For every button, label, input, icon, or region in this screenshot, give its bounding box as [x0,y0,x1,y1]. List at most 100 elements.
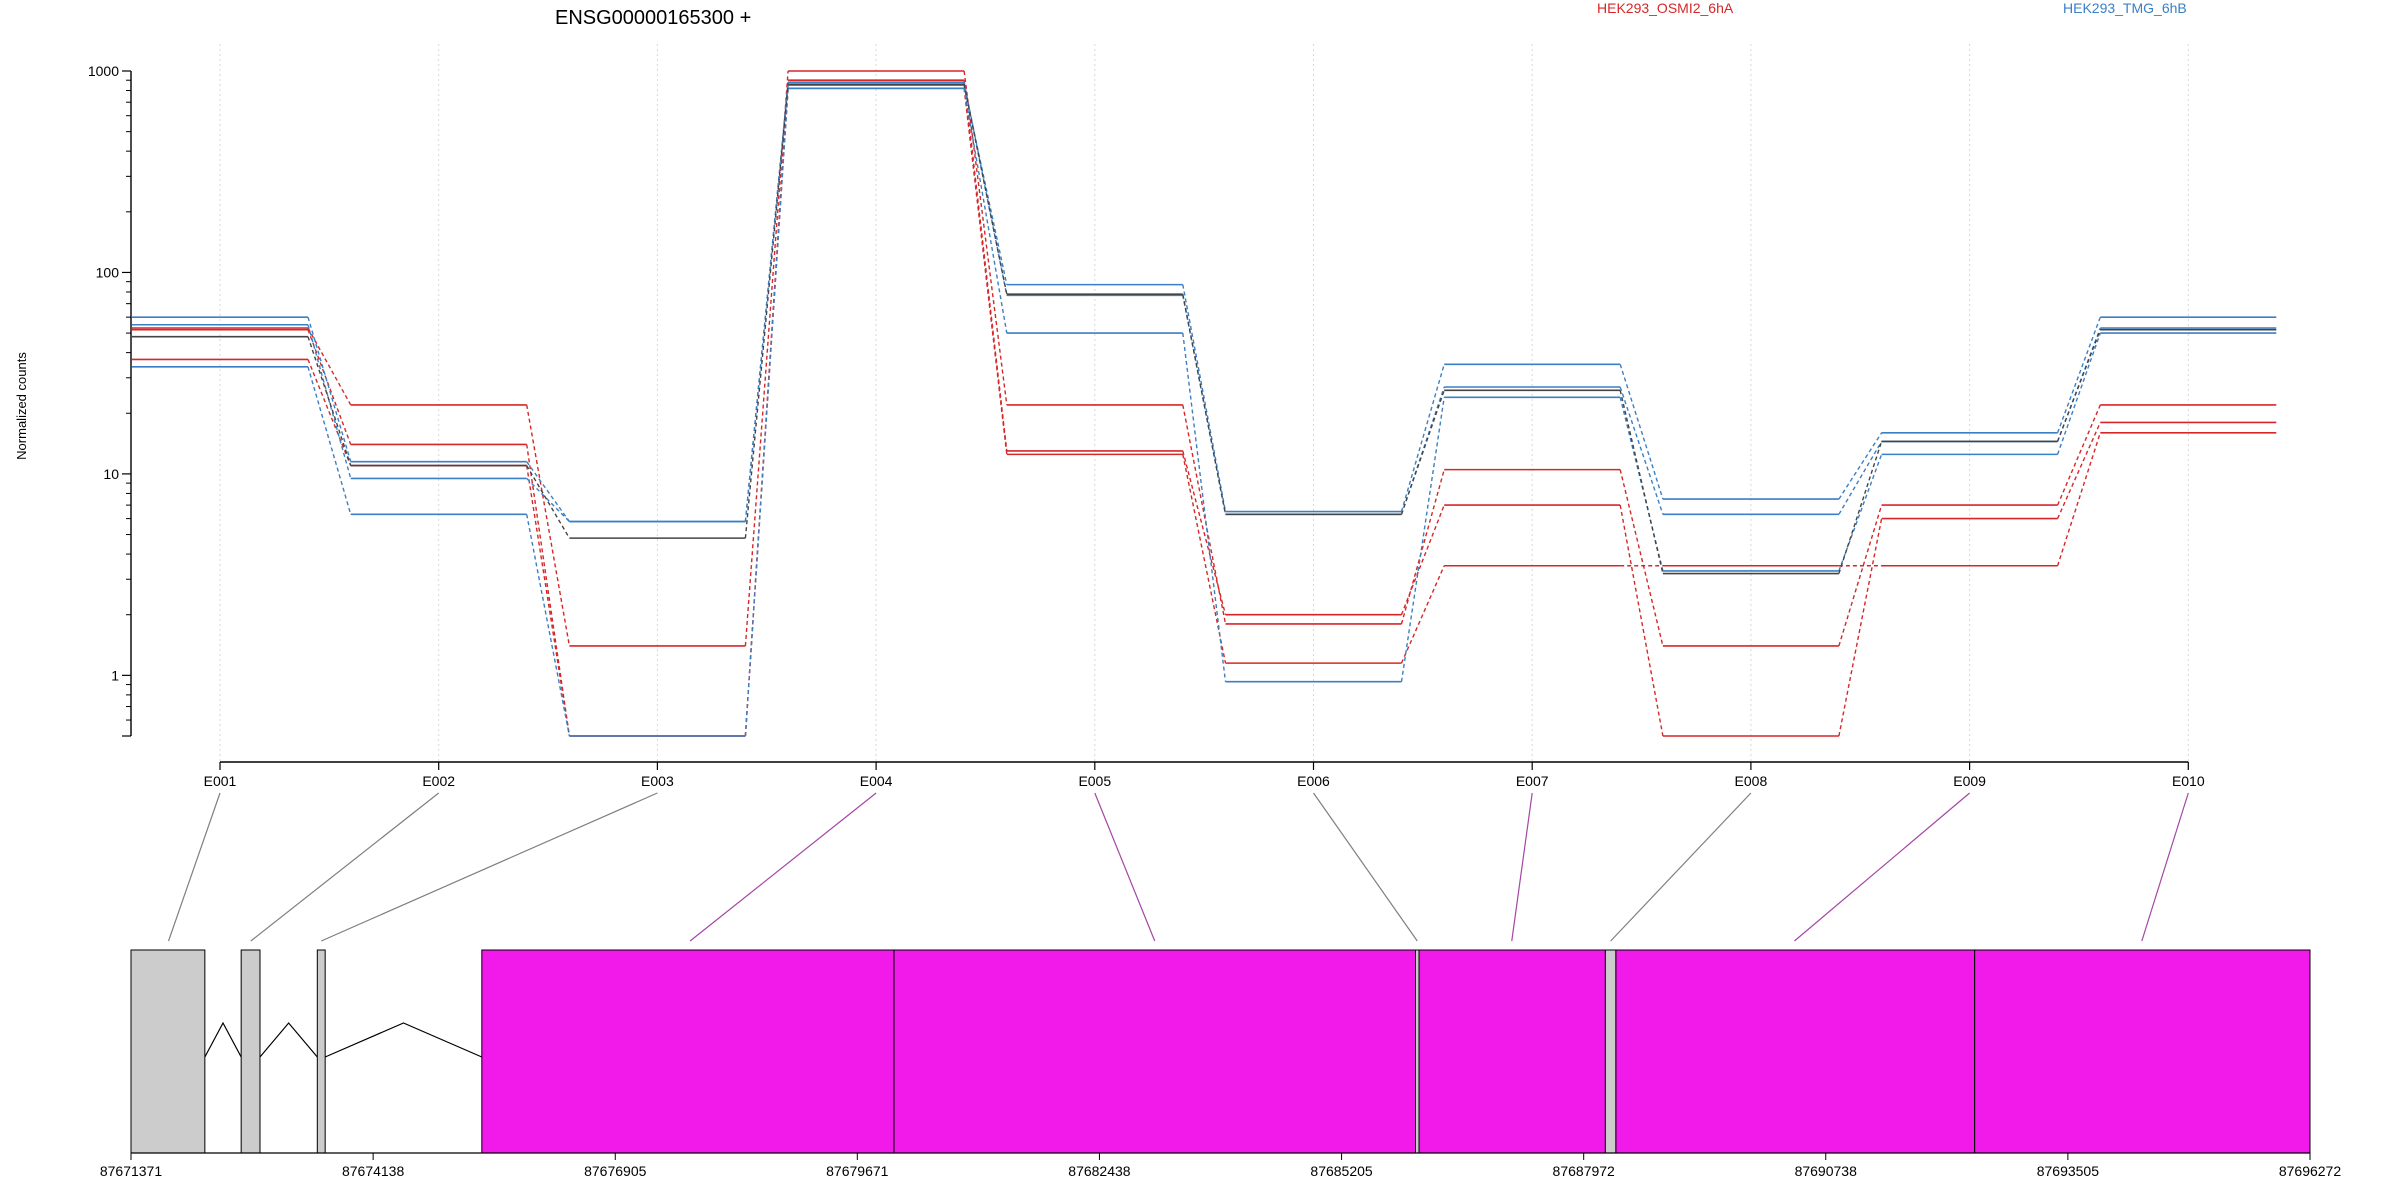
series-lines [132,70,2277,737]
series-connector [1400,565,1445,664]
series-line [132,87,2277,737]
exon-link-line [2141,792,2189,942]
series-connector [1400,390,1445,515]
series-connector [1400,504,1445,615]
series-connector [526,444,571,737]
series-line [132,81,2277,523]
x-tick-label: E008 [1735,773,1768,789]
legend-entry: HEK293_OSMI2_6hA [1597,0,1734,16]
genome-tick-label: 87696272 [2279,1163,2342,1179]
exon-link-line [1313,792,1418,942]
series-connector [526,461,570,522]
legend-entry: HEK293_TMG_6hB [2063,0,2187,16]
x-tick-label: E005 [1078,773,1111,789]
series-connector [307,359,352,466]
x-tick-label: E010 [2172,773,2205,789]
exon-link-line [1794,792,1970,942]
grid-lines [219,44,2189,762]
series-connector [307,324,352,479]
genome-tick-label: 87690738 [1795,1163,1858,1179]
series-connector [526,477,570,523]
intron-line [204,1021,242,1058]
series-connector [744,84,789,539]
series-connector [1182,454,1227,664]
genome-tick-label: 87674138 [342,1163,405,1179]
exon-box [1974,949,2311,1154]
legend: HEK293_OSMI2_6hA HEK293_TMG_6hB [1597,0,2187,16]
series-line [132,84,2277,523]
y-tick-label: 10 [103,466,119,482]
series-connector [2056,432,2101,566]
series-connector [744,88,789,737]
exon-box [130,949,206,1154]
exon-link-line [1610,792,1752,942]
series-connector [963,88,1008,334]
series-connector [1838,441,1883,515]
exon-link-lines [167,792,2189,942]
x-tick-label: E006 [1297,773,1330,789]
exon-link-line [689,792,877,942]
series-connector [307,336,352,466]
series-connector [744,82,789,522]
series-connector [1182,404,1227,625]
series-connector [307,366,352,515]
series-connector [2056,404,2101,506]
series-connector [1182,284,1227,512]
series-connector [1400,364,1445,512]
series-connector [963,84,1008,295]
series-connector [526,465,571,737]
genome-tick-label: 87682438 [1068,1163,1131,1179]
series-line [132,87,2277,737]
intron-line [259,1022,318,1058]
exon-box [1615,949,1976,1154]
series-connector [963,70,1008,406]
series-connector [1619,364,1664,500]
series-connector [2056,316,2101,434]
exon-link-line [320,792,658,942]
series-connector [2056,327,2101,442]
exon-link-line [250,792,440,942]
series-connector [1619,397,1664,572]
axes: 1 10 100 1000 E001 E002 E003 E004 E005 E006 E007 E0… [88,63,2205,789]
exon-link-line [1511,792,1533,942]
series-connector [2056,422,2101,519]
series-connector [1182,450,1227,615]
y-axis-label: Normalized counts [14,352,29,460]
genome-tick-label: 87685205 [1310,1163,1373,1179]
x-tick-label: E009 [1953,773,1986,789]
genome-tick-label: 87693505 [2037,1163,2100,1179]
series-line [132,83,2277,575]
genome-tick-label: 87671371 [100,1163,163,1179]
exon-box [240,949,261,1154]
series-connector [744,70,789,646]
y-tick-label: 1 [111,667,119,683]
exon-box [893,949,1417,1154]
exon-link-line [167,792,221,942]
series-connector [526,465,571,539]
exon-link-line [1094,792,1156,942]
intron-line [324,1022,483,1058]
genome-tick-label: 87679671 [826,1163,889,1179]
x-tick-label: E001 [204,773,237,789]
series-connector [2056,332,2101,455]
exon-box [1415,949,1420,1154]
series-connector [1619,386,1664,515]
exon-box [316,949,326,1154]
x-tick-label: E002 [422,773,455,789]
series-connector [1619,469,1664,647]
series-connector [1838,518,1883,737]
exon-box [1604,949,1617,1154]
series-connector [1400,469,1445,625]
series-connector [526,404,571,647]
x-tick-label: E004 [860,773,893,789]
x-tick-label: E003 [641,773,674,789]
genome-tick-label: 87687972 [1553,1163,1616,1179]
exon-box [1418,949,1606,1154]
series-connector [1182,333,1227,682]
series-connector [1619,390,1664,574]
exon-box [481,949,895,1154]
series-connector [526,514,571,737]
series-connector [1838,504,1883,647]
series-connector [1182,294,1227,515]
